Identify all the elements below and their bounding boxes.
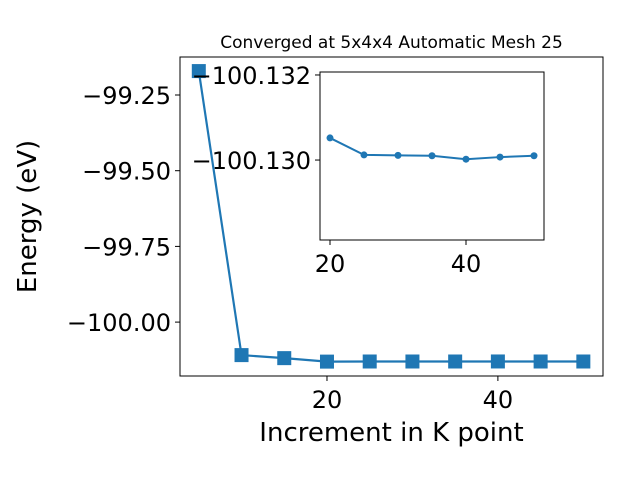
y-tick-label: −100.130 [192,147,311,175]
marker [428,152,436,160]
y-tick-label: −100.00 [67,309,171,337]
marker [234,348,249,363]
marker [490,354,505,369]
x-axis-label: Increment in K point [259,418,523,448]
line [197,70,584,363]
marker [191,64,206,79]
y-tick-label: −99.75 [82,233,171,261]
marker [394,151,402,159]
marker [277,351,292,366]
x-tick-label: 20 [315,250,346,278]
x-tick-label: 40 [483,386,514,414]
marker [496,153,504,161]
y-tick-label: −100.132 [192,62,311,90]
x-tick-label: 40 [451,250,482,278]
y-axis-label: Energy (eV) [13,140,43,293]
marker [462,155,470,163]
y-tick-label: −99.50 [82,158,171,186]
chart-title: Converged at 5x4x4 Automatic Mesh 25 [220,33,563,53]
marker [326,134,334,142]
marker [362,354,377,369]
marker [448,354,463,369]
marker [360,151,368,159]
marker [533,354,548,369]
marker [530,152,538,160]
marker [405,354,420,369]
x-tick-label: 20 [312,386,343,414]
marker [319,354,334,369]
y-tick-label: −99.25 [82,82,171,110]
marker [576,354,591,369]
